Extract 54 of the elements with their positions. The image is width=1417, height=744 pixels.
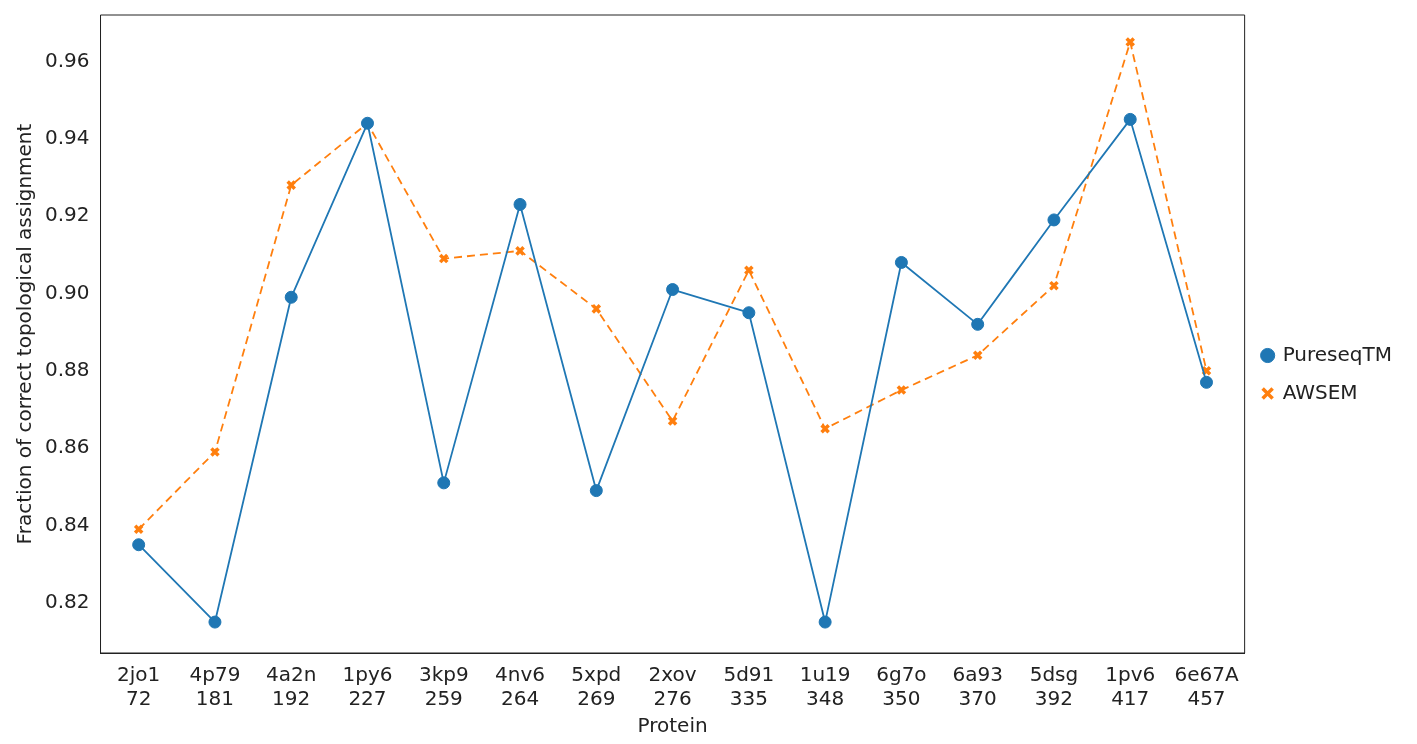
x-tick-label: 2xov 276 — [648, 662, 697, 711]
x-tick-label: 5d91 335 — [723, 662, 775, 711]
point — [743, 264, 755, 276]
point — [589, 484, 603, 498]
y-tick-label: 0.84 — [45, 511, 90, 536]
legend-label: AWSEM — [1282, 379, 1358, 404]
x-tick-label: 5xpd 269 — [571, 662, 622, 711]
legend-label: PureseqTM — [1282, 341, 1393, 366]
x-tick-label: 6g7o 350 — [876, 662, 927, 711]
x-tick-label: 2jo1 72 — [117, 662, 161, 711]
point — [1047, 213, 1061, 227]
point — [514, 245, 526, 257]
x-tick-label: 4a2n 192 — [266, 662, 317, 711]
point — [972, 349, 983, 361]
point — [894, 255, 908, 269]
point — [667, 415, 678, 427]
point — [591, 303, 602, 315]
point — [666, 283, 680, 297]
y-tick-label: 0.96 — [45, 47, 90, 72]
point — [437, 476, 451, 490]
point — [513, 197, 527, 211]
point — [1200, 375, 1213, 389]
point — [742, 306, 756, 320]
point — [896, 384, 907, 396]
y-tick-label: 0.94 — [45, 124, 90, 149]
y-axis-title: Fraction of correct topological assignment — [12, 123, 37, 545]
x-tick-label: 4p79 181 — [189, 662, 241, 711]
point — [132, 538, 146, 552]
x-tick-label: 1pv6 417 — [1105, 662, 1156, 711]
x-tick-label: 5dsg 392 — [1029, 662, 1079, 711]
point — [1123, 112, 1137, 126]
y-tick-label: 0.92 — [45, 202, 90, 227]
x-tick-label: 1py6 227 — [342, 662, 393, 711]
x-tick-label: 3kp9 259 — [418, 662, 469, 711]
point — [209, 446, 221, 458]
point — [971, 317, 985, 331]
point — [1124, 36, 1136, 48]
point — [285, 179, 297, 191]
x-tick-label: 6e67A 457 — [1174, 662, 1239, 711]
x-tick-label: 1u19 348 — [799, 662, 851, 711]
point — [208, 615, 222, 629]
y-tick-label: 0.88 — [45, 356, 90, 381]
point — [819, 423, 831, 435]
point — [133, 523, 144, 535]
y-tick-label: 0.90 — [45, 279, 90, 304]
point — [1048, 280, 1060, 291]
y-tick-label: 0.82 — [45, 588, 90, 613]
y-tick-label: 0.86 — [45, 434, 90, 459]
x-tick-label: 6a93 370 — [952, 662, 1003, 711]
x-tick-label: 4nv6 264 — [495, 662, 546, 711]
point — [438, 253, 450, 264]
point — [818, 615, 832, 629]
point — [284, 290, 298, 304]
x-axis-title: Protein — [637, 713, 708, 738]
